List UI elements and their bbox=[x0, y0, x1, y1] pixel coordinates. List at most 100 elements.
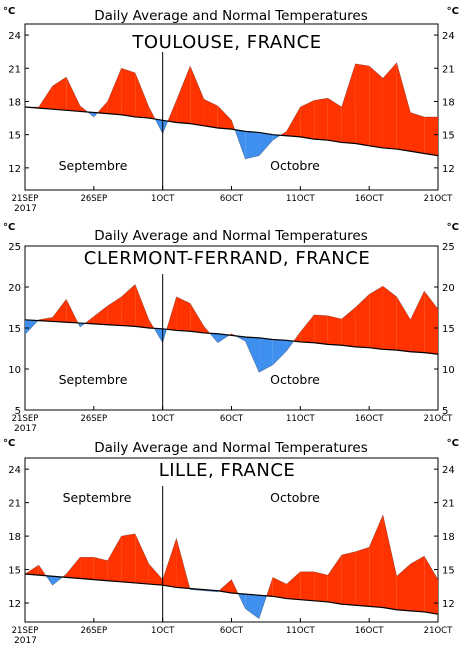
below-normal-area-3b bbox=[77, 322, 81, 328]
above-normal-area-22 bbox=[327, 315, 342, 346]
unit-label-left: °C bbox=[3, 6, 15, 17]
y-tick-label-left: 15 bbox=[8, 324, 21, 335]
below-normal-area-16 bbox=[245, 594, 260, 619]
y-tick-label-left: 18 bbox=[8, 97, 21, 108]
y-tick-label-right: 18 bbox=[442, 532, 455, 543]
above-normal-area-6 bbox=[107, 536, 122, 582]
below-normal-area-15b bbox=[238, 593, 246, 609]
below-normal-area-1b bbox=[46, 575, 53, 586]
below-normal-area-4a bbox=[80, 323, 85, 328]
above-normal-area-9a bbox=[148, 107, 156, 120]
y-tick-label-right: 25 bbox=[442, 242, 455, 253]
above-normal-area-4a bbox=[80, 105, 88, 113]
above-normal-area-11 bbox=[176, 66, 191, 124]
y-tick-label-left: 12 bbox=[8, 164, 21, 175]
month-label-october: Octobre bbox=[270, 372, 320, 387]
above-normal-area-6 bbox=[107, 68, 122, 115]
x-tick-label: 21SEP bbox=[12, 194, 39, 204]
above-normal-area-3a bbox=[66, 299, 78, 323]
above-normal-area-21 bbox=[314, 314, 328, 345]
city-name: LILLE, FRANCE bbox=[159, 460, 296, 481]
above-normal-area-20 bbox=[300, 571, 315, 601]
year-label: 2017 bbox=[14, 636, 37, 646]
y-tick-label-left: 5 bbox=[15, 406, 21, 417]
below-normal-area-9b bbox=[153, 328, 163, 343]
normal-line bbox=[24, 319, 439, 355]
y-tick-label-right: 18 bbox=[442, 97, 455, 108]
y-tick-label-left: 10 bbox=[8, 365, 21, 376]
above-normal-area-11 bbox=[176, 296, 191, 332]
above-normal-area-10b bbox=[167, 100, 177, 123]
year-label: 2017 bbox=[14, 424, 37, 434]
below-normal-area-4b bbox=[87, 112, 94, 117]
y-tick-label-right: 24 bbox=[442, 31, 455, 42]
above-normal-area-26 bbox=[382, 62, 397, 150]
x-tick-label: 26SEP bbox=[80, 194, 107, 204]
below-normal-area-2a bbox=[52, 576, 63, 586]
x-tick-label: 21OCT bbox=[424, 414, 453, 424]
above-normal-area-5b bbox=[97, 101, 108, 114]
x-tick-label: 21OCT bbox=[424, 626, 453, 636]
above-normal-area-21 bbox=[314, 98, 328, 141]
below-normal-area-10a bbox=[162, 120, 168, 134]
above-normal-area-10 bbox=[162, 538, 177, 588]
y-tick-label-left: 12 bbox=[8, 599, 21, 610]
above-normal-area-26 bbox=[382, 514, 397, 610]
x-tick-label: 1OCT bbox=[151, 194, 175, 204]
above-normal-area-25 bbox=[369, 66, 383, 148]
above-normal-area-7 bbox=[121, 284, 136, 327]
year-label: 2017 bbox=[14, 204, 37, 214]
above-normal-area-8 bbox=[135, 284, 149, 328]
month-label-october: Octobre bbox=[270, 158, 320, 173]
y-tick-label-right: 24 bbox=[442, 465, 455, 476]
y-tick-label-right: 20 bbox=[442, 283, 455, 294]
x-tick-label: 16OCT bbox=[355, 626, 384, 636]
x-tick-label: 21OCT bbox=[424, 194, 453, 204]
x-tick-label: 21SEP bbox=[12, 414, 39, 424]
above-normal-area-13 bbox=[203, 99, 218, 129]
below-normal-area-17 bbox=[259, 132, 273, 156]
month-label-september: Septembre bbox=[59, 372, 128, 387]
above-normal-area-15a bbox=[231, 579, 239, 594]
x-tick-label: 16OCT bbox=[355, 414, 384, 424]
below-normal-area-18a bbox=[272, 134, 281, 141]
above-normal-area-24 bbox=[355, 294, 370, 348]
month-label-september: Septembre bbox=[63, 490, 132, 505]
above-normal-area-26 bbox=[382, 286, 397, 351]
y-tick-label-right: 21 bbox=[442, 64, 455, 75]
above-normal-area-2 bbox=[52, 299, 67, 323]
x-tick-label: 6OCT bbox=[220, 626, 244, 636]
below-normal-area-17a bbox=[259, 595, 267, 619]
x-tick-label: 26SEP bbox=[80, 626, 107, 636]
above-normal-area-23 bbox=[341, 63, 356, 144]
below-normal-area-13b bbox=[209, 333, 218, 343]
above-normal-area-27 bbox=[396, 296, 411, 352]
above-normal-area-22 bbox=[327, 98, 342, 143]
y-tick-label-right: 12 bbox=[442, 599, 455, 610]
below-normal-area-0a bbox=[25, 319, 39, 335]
below-normal-area-16 bbox=[245, 131, 260, 160]
observed-line bbox=[25, 62, 438, 160]
above-normal-area-18b bbox=[280, 131, 287, 136]
unit-label-right: °C bbox=[447, 6, 459, 17]
above-normal-area-22 bbox=[327, 555, 342, 605]
y-tick-label-right: 10 bbox=[442, 365, 455, 376]
above-normal-area-28 bbox=[410, 112, 425, 154]
above-normal-area-29 bbox=[424, 291, 438, 355]
chart-title: Daily Average and Normal Temperatures bbox=[94, 228, 368, 244]
x-tick-label: 26SEP bbox=[80, 414, 107, 424]
above-normal-area-3 bbox=[66, 77, 81, 112]
above-normal-area-13a bbox=[203, 326, 210, 334]
above-normal-area-8 bbox=[135, 72, 149, 119]
above-normal-area-27 bbox=[396, 62, 411, 152]
above-normal-area-27 bbox=[396, 563, 411, 611]
above-normal-area-25 bbox=[369, 514, 383, 608]
above-normal-area-20 bbox=[300, 314, 315, 343]
above-normal-area-5 bbox=[93, 557, 108, 581]
unit-label-right: °C bbox=[447, 222, 459, 233]
below-normal-area-9b bbox=[155, 119, 163, 134]
y-tick-label-left: 20 bbox=[8, 283, 21, 294]
above-normal-area-12 bbox=[190, 66, 204, 126]
unit-label-right: °C bbox=[447, 438, 459, 449]
above-normal-area-6 bbox=[107, 296, 122, 326]
